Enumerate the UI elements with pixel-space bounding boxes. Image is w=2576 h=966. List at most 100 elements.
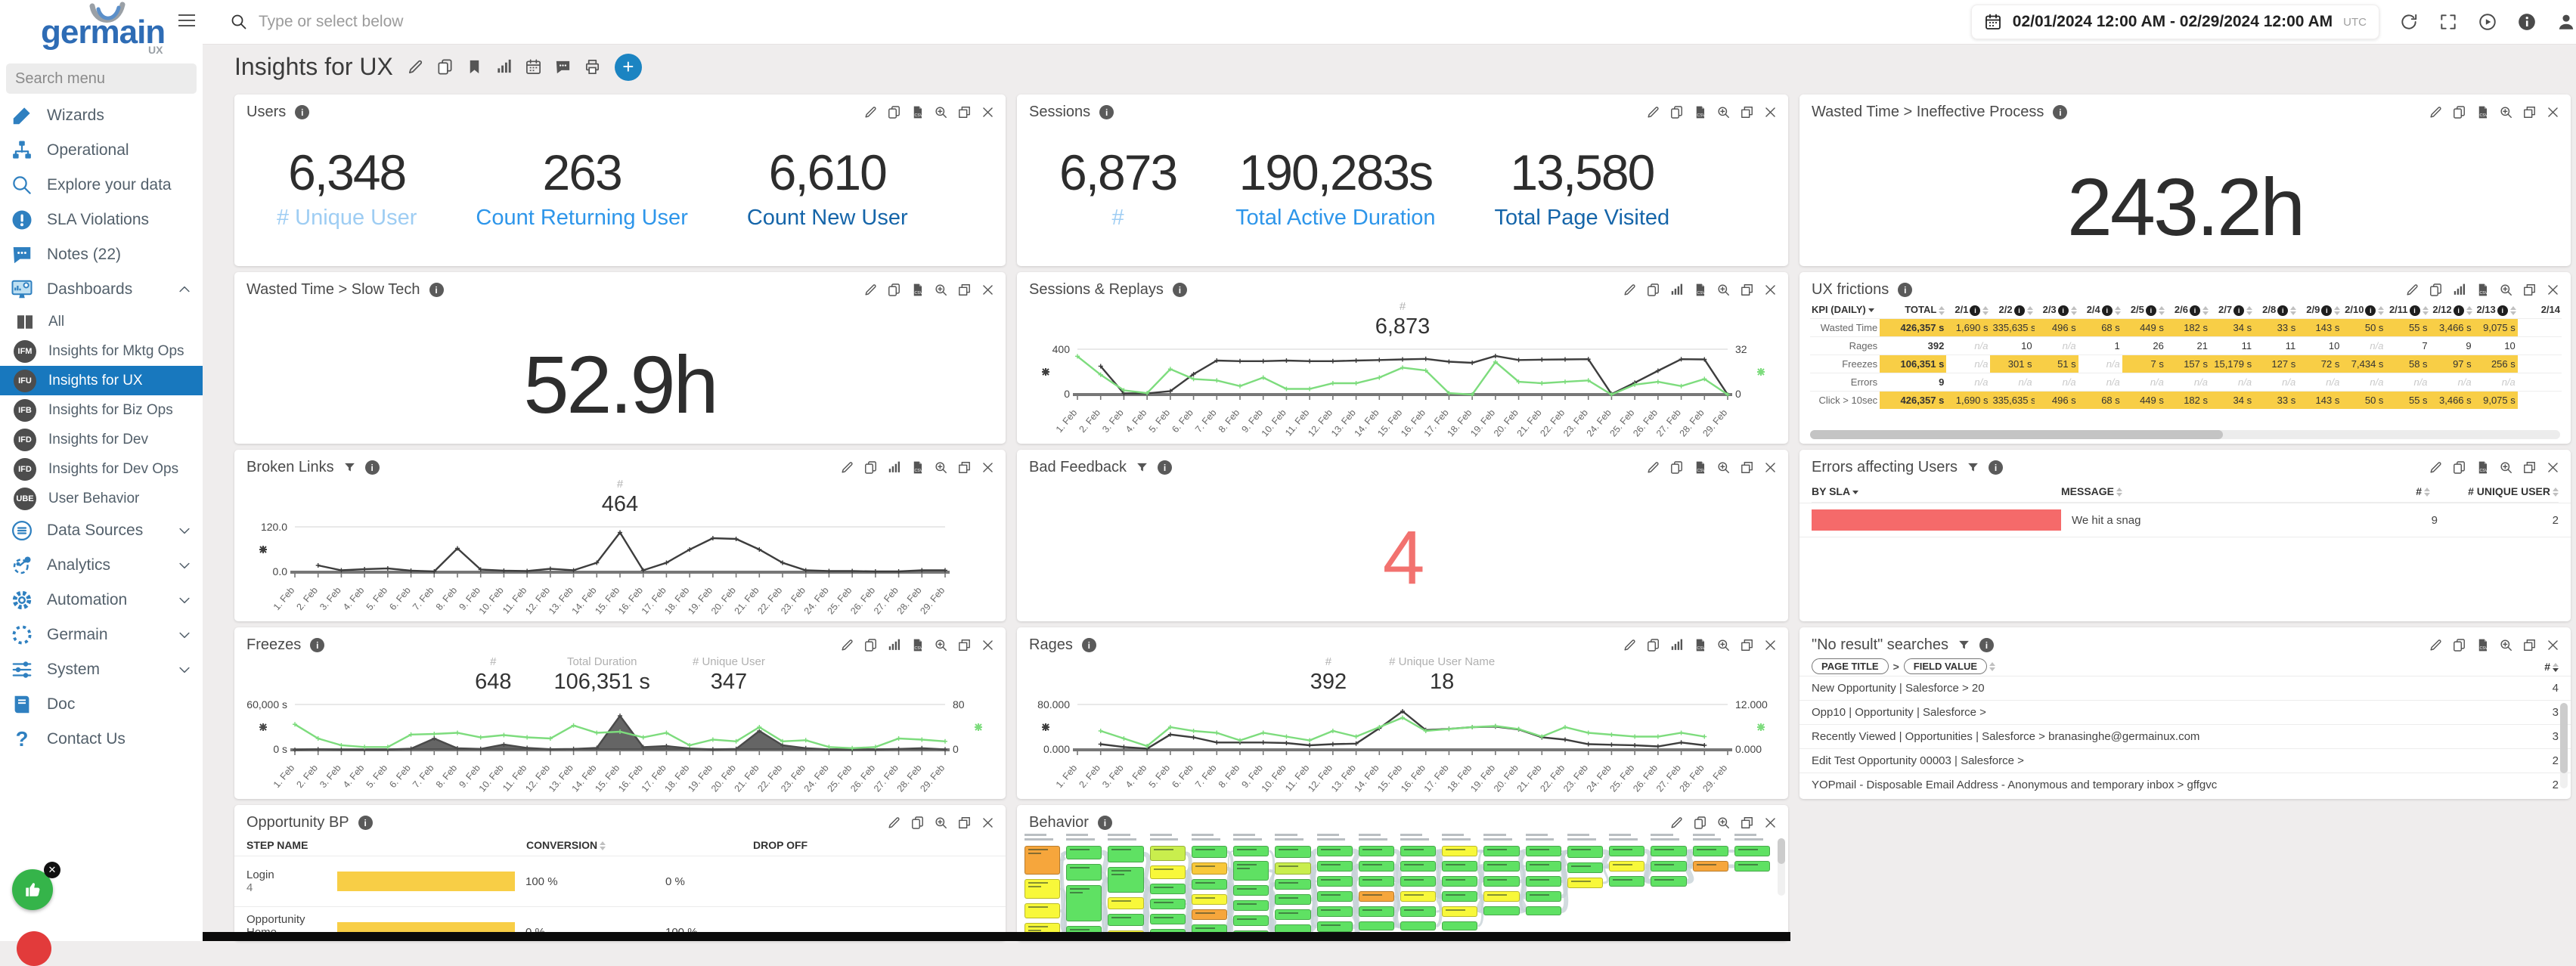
pill-field-value[interactable]: FIELD VALUE [1903, 658, 1988, 674]
sidebar-item-notes-22-[interactable]: Notes (22) [0, 237, 203, 272]
no-result-row[interactable]: Recently Viewed | Opportunities | Salesf… [1799, 724, 2571, 748]
window-icon[interactable] [1740, 283, 1754, 297]
freezes-chart[interactable]: 1. Feb 2. Feb 3. Feb 4. Feb 5. Feb 6. Feb 7. F… [240, 695, 1000, 797]
edit-icon[interactable] [2405, 283, 2419, 297]
behavior-node[interactable] [1483, 846, 1520, 856]
error-row[interactable]: We hit a snag 9 2 [1799, 503, 2571, 537]
global-search-input[interactable]: Type or select below [230, 13, 1971, 31]
logo[interactable]: germain UX [0, 0, 203, 59]
edit-icon[interactable] [887, 816, 901, 830]
timezone-label[interactable]: UTC [2343, 15, 2367, 29]
ux-frictions-row[interactable]: Errors 9 n/a n/a n/a n/a n/a n/a n/a n/a n/a n/a n/a… [1810, 372, 2562, 392]
window-icon[interactable] [1740, 105, 1754, 119]
behavior-node[interactable] [1191, 879, 1228, 890]
sidebar-search-input[interactable]: Search menu [6, 63, 197, 94]
window-icon[interactable] [2522, 460, 2537, 475]
zoom-icon[interactable] [934, 638, 948, 652]
info-icon[interactable]: i [364, 460, 380, 475]
zoom-icon[interactable] [2499, 638, 2513, 652]
chart-icon[interactable] [887, 460, 901, 475]
behavior-node[interactable] [1483, 906, 1520, 915]
behavior-node[interactable] [1358, 861, 1394, 872]
filter-icon[interactable] [343, 461, 356, 474]
window-icon[interactable] [957, 105, 972, 119]
copy-icon[interactable] [1646, 283, 1660, 297]
behavior-node[interactable] [1483, 891, 1520, 902]
behavior-node[interactable] [1358, 921, 1394, 930]
col-count[interactable]: # [2544, 661, 2559, 673]
csv-icon[interactable]: CSV [2475, 105, 2490, 119]
vertical-scrollbar[interactable] [1778, 838, 1785, 896]
sidebar-item-insights-for-ux[interactable]: IFU Insights for UX [0, 366, 203, 395]
sidebar-item-automation[interactable]: Automation [0, 583, 203, 618]
sidebar-item-user-behavior[interactable]: UBE User Behavior [0, 484, 203, 513]
ux-frictions-table-el[interactable]: KPI (DAILY) TOTAL 2/1 i 2/2 i 2/3 i 2/4 i 2/5 i 2/6 i… [1810, 302, 2562, 409]
sidebar-item-sla-violations[interactable]: SLA Violations [0, 203, 203, 237]
col-count[interactable]: # [2362, 485, 2430, 497]
zoom-icon[interactable] [1716, 460, 1731, 475]
no-result-row[interactable]: Edit Test Opportunity 00003 | Salesforce… [1799, 748, 2571, 772]
print-icon[interactable] [584, 58, 601, 76]
zoom-icon[interactable] [934, 460, 948, 475]
behavior-node[interactable] [1442, 891, 1478, 902]
add-widget-button[interactable]: + [614, 53, 642, 81]
behavior-node[interactable] [1275, 846, 1311, 858]
edit-icon[interactable] [2429, 638, 2443, 652]
behavior-node[interactable] [1442, 906, 1478, 917]
close-icon[interactable] [2546, 105, 2560, 119]
close-icon[interactable] [1763, 105, 1778, 119]
window-icon[interactable] [1740, 638, 1754, 652]
sidebar-item-insights-for-mktg-ops[interactable]: IFM Insights for Mktg Ops [0, 336, 203, 366]
behavior-node[interactable] [1525, 861, 1561, 872]
zoom-icon[interactable] [934, 816, 948, 830]
pill-page-title[interactable]: PAGE TITLE [1812, 658, 1889, 674]
behavior-node[interactable] [1191, 894, 1228, 905]
info-icon[interactable]: i [1081, 638, 1096, 652]
edit-icon[interactable] [840, 460, 854, 475]
filter-icon[interactable] [1958, 639, 1970, 652]
behavior-node[interactable] [1442, 861, 1478, 872]
window-icon[interactable] [2522, 283, 2537, 297]
behavior-node[interactable] [1400, 891, 1437, 902]
behavior-node[interactable] [1066, 846, 1102, 859]
opportunity-bp-table[interactable]: STEP NAME CONVERSION DROP OFF Login 4 100… [234, 833, 1006, 941]
behavior-node[interactable] [1108, 846, 1144, 862]
behavior-node[interactable] [1275, 862, 1311, 875]
no-result-row[interactable]: New Opportunity | Salesforce > 20 4 [1799, 676, 2571, 700]
behavior-node[interactable] [1400, 846, 1437, 856]
behavior-node[interactable] [1400, 861, 1437, 872]
copy-icon[interactable] [863, 460, 878, 475]
copy-icon[interactable] [2452, 460, 2466, 475]
behavior-node[interactable] [1149, 884, 1186, 894]
behavior-node[interactable] [1525, 876, 1561, 887]
user-icon[interactable] [2556, 12, 2576, 32]
ux-frictions-table[interactable]: KPI (DAILY) TOTAL 2/1 i 2/2 i 2/3 i 2/4 i 2/5 i 2/6 i… [1799, 302, 2571, 409]
filter-icon[interactable] [1136, 461, 1149, 474]
zoom-icon[interactable] [934, 283, 948, 297]
behavior-node[interactable] [1066, 885, 1102, 921]
behavior-node[interactable] [1191, 846, 1228, 858]
behavior-node[interactable] [1108, 897, 1144, 909]
broken-links-chart[interactable]: 1. Feb 2. Feb 3. Feb 4. Feb 5. Feb 6. Feb 7. F… [240, 518, 1000, 620]
csv-icon[interactable]: CSV [1693, 105, 1707, 119]
behavior-node[interactable] [1025, 846, 1061, 875]
close-icon[interactable] [981, 816, 995, 830]
behavior-node[interactable] [1400, 906, 1437, 917]
chart-icon[interactable] [495, 58, 513, 76]
close-icon[interactable] [981, 283, 995, 297]
sidebar-item-system[interactable]: System [0, 652, 203, 687]
window-icon[interactable] [1740, 460, 1754, 475]
behavior-node[interactable] [1734, 846, 1770, 856]
fab-close-icon[interactable]: ✕ [44, 862, 60, 878]
behavior-node[interactable] [1483, 876, 1520, 887]
zoom-icon[interactable] [2499, 283, 2513, 297]
copy-icon[interactable] [2429, 283, 2443, 297]
behavior-node[interactable] [1149, 865, 1186, 879]
copy-icon[interactable] [2452, 105, 2466, 119]
sidebar-item-doc[interactable]: Doc [0, 687, 203, 722]
close-icon[interactable] [2546, 460, 2560, 475]
close-icon[interactable] [1763, 460, 1778, 475]
behavior-node[interactable] [1316, 876, 1353, 887]
behavior-node[interactable] [1233, 900, 1269, 911]
